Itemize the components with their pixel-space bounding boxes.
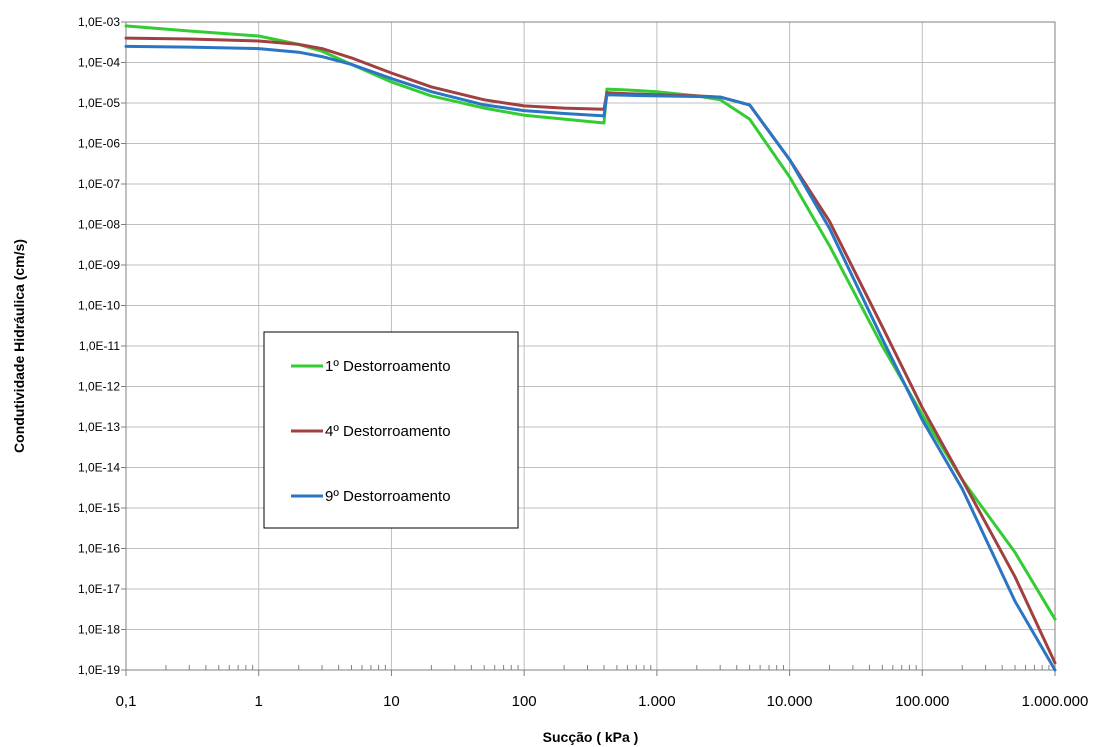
y-tick-label: 1,0E-06 <box>78 137 120 151</box>
minor-tick-marks <box>165 665 1050 670</box>
x-tick-label: 10.000 <box>767 693 813 710</box>
series-line-9-destorroamento <box>124 44 1057 672</box>
x-tick-label: 100.000 <box>895 693 949 710</box>
y-axis-tick-labels: 1,0E-03 1,0E-04 1,0E-05 1,0E-06 1,0E-07 1,0E-… <box>78 15 120 677</box>
x-axis-title: Sucção ( kPa ) <box>543 729 639 745</box>
y-tick-label: 1,0E-09 <box>78 258 120 272</box>
legend-label-9-destorroamento: 9º Destorroamento <box>325 488 451 505</box>
y-tick-label: 1,0E-05 <box>78 96 120 110</box>
y-tick-label: 1,0E-15 <box>78 501 120 515</box>
x-tick-label: 100 <box>512 693 537 710</box>
y-tick-label: 1,0E-07 <box>78 177 120 191</box>
x-axis-tick-labels: 0,1 1 10 100 1.000 10.000 100.000 1.000.000 <box>116 693 1089 710</box>
x-tick-label: 1.000.000 <box>1022 693 1089 710</box>
y-tick-label: 1,0E-08 <box>78 218 120 232</box>
y-tick-label: 1,0E-13 <box>78 420 120 434</box>
y-tick-label: 1,0E-19 <box>78 663 120 677</box>
series-line-4-destorroamento <box>124 36 1057 665</box>
plot-area-frame <box>125 21 1056 671</box>
y-tick-label: 1,0E-17 <box>78 582 120 596</box>
series-lines <box>124 24 1057 672</box>
legend-label-1-destorroamento: 1º Destorroamento <box>325 358 451 375</box>
y-tick-label: 1,0E-04 <box>78 56 120 70</box>
y-tick-label: 1,0E-16 <box>78 542 120 556</box>
y-tick-label: 1,0E-12 <box>78 380 120 394</box>
legend-label-4-destorroamento: 4º Destorroamento <box>325 423 451 440</box>
x-tick-label: 0,1 <box>116 693 137 710</box>
series-line-1-destorroamento <box>124 24 1057 621</box>
y-tick-label: 1,0E-11 <box>79 339 120 353</box>
y-tick-label: 1,0E-18 <box>78 623 120 637</box>
legend: 1º Destorroamento 4º Destorroamento 9º Des… <box>263 331 519 529</box>
x-tick-label: 1.000 <box>638 693 676 710</box>
y-tick-label: 1,0E-14 <box>78 461 120 475</box>
x-tick-label: 1 <box>255 693 263 710</box>
y-tick-label: 1,0E-10 <box>78 299 120 313</box>
y-axis-title: Condutividade Hidráulica (cm/s) <box>11 239 27 453</box>
y-tick-label: 1,0E-03 <box>78 15 120 29</box>
x-tick-label: 10 <box>383 693 400 710</box>
